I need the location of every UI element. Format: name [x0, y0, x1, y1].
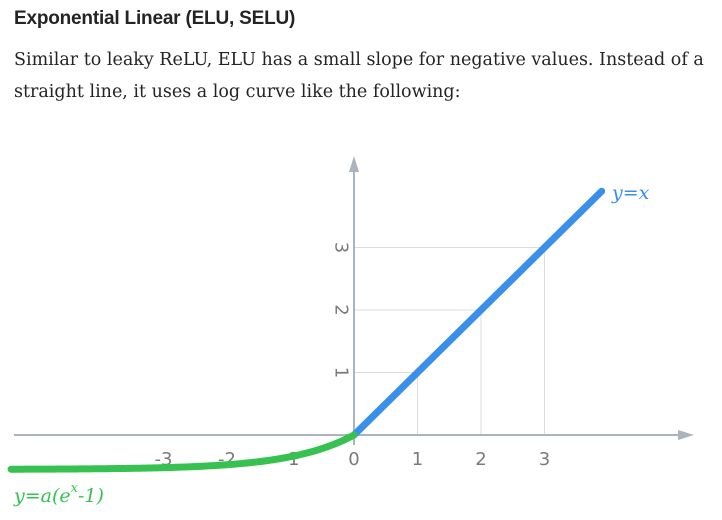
x-tick-label: 0 [348, 449, 359, 470]
y-tick-label: 3 [331, 242, 352, 253]
elu-annotation: y=a(ex-1) [13, 481, 104, 507]
linear-series-line [350, 187, 606, 439]
y-axis-arrow [349, 156, 359, 172]
x-tick-label: 1 [412, 449, 423, 470]
elu-annotation-prefix: y=a(e [13, 485, 71, 507]
elu-annotation-exponent: x [71, 481, 79, 496]
linear-annotation: y=x [611, 182, 650, 204]
x-axis-arrow [678, 430, 694, 440]
elu-annotation-suffix: -1) [78, 485, 104, 507]
section-heading: Exponential Linear (ELU, SELU) [14, 8, 296, 29]
x-tick-label: 2 [475, 449, 486, 470]
elu-series-line [7, 431, 358, 473]
grid-lines [354, 247, 545, 435]
y-tick-label: 2 [331, 304, 352, 315]
x-tick-label: 3 [539, 449, 550, 470]
body-paragraph: Similar to leaky ReLU, ELU has a small s… [14, 50, 704, 102]
y-tick-label: 1 [331, 367, 352, 378]
series [7, 187, 606, 473]
